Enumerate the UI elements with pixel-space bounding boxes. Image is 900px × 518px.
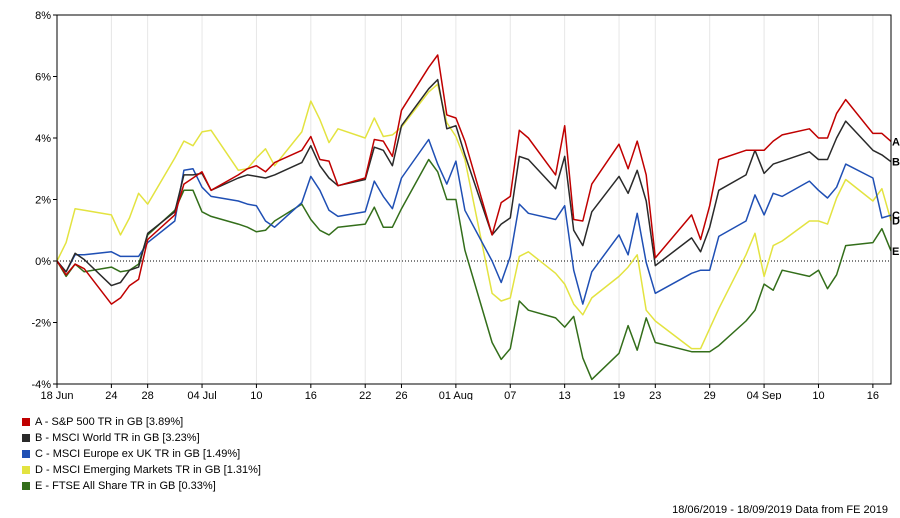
end-label-b: B: [892, 157, 900, 169]
end-label-e: E: [892, 246, 899, 258]
end-label-c: C: [892, 210, 900, 222]
legend-swatch: [22, 482, 30, 490]
series-line-e: [56, 158, 892, 381]
performance-chart: -4% -2% 0% 2% 4% 6% 8% 18 Jun 24 28 04 Jul 10 16 22 2…: [31, 10, 900, 400]
y-tick-label: 4%: [35, 133, 51, 145]
legend-swatch: [22, 450, 30, 458]
y-tick-label: 8%: [35, 10, 51, 22]
legend-item: A - S&P 500 TR in GB [3.89%]: [22, 414, 261, 430]
legend-swatch: [22, 466, 30, 474]
x-tick-label: 16: [867, 390, 879, 400]
y-tick-label: -2%: [31, 318, 51, 330]
series-line-b: [56, 78, 892, 287]
x-tick-label: 26: [395, 390, 407, 400]
x-tick-label: 04 Jul: [187, 390, 216, 400]
x-tick-label: 22: [359, 390, 371, 400]
x-tick-label: 29: [704, 390, 716, 400]
x-tick-label: 19: [613, 390, 625, 400]
x-tick-label: 13: [559, 390, 571, 400]
y-tick-label: 6%: [35, 72, 51, 84]
x-tick-label: 28: [142, 390, 154, 400]
x-tick-label: 04 Sep: [747, 390, 782, 400]
y-tick-label: 0%: [35, 256, 51, 268]
x-tick-label: 23: [649, 390, 661, 400]
legend-item: D - MSCI Emerging Markets TR in GB [1.31…: [22, 462, 261, 478]
legend-item: B - MSCI World TR in GB [3.23%]: [22, 430, 261, 446]
legend-swatch: [22, 434, 30, 442]
x-tick-label: 16: [305, 390, 317, 400]
end-label-a: A: [892, 136, 900, 148]
legend-item: C - MSCI Europe ex UK TR in GB [1.49%]: [22, 446, 261, 462]
legend-item: E - FTSE All Share TR in GB [0.33%]: [22, 478, 261, 494]
legend-label: D - MSCI Emerging Markets TR in GB [1.31…: [35, 464, 261, 476]
legend-label: B - MSCI World TR in GB [3.23%]: [35, 432, 200, 444]
plot-frame: [56, 14, 892, 385]
series-line-d: [56, 83, 892, 350]
series-line-a: [56, 54, 892, 305]
x-tick-label: 10: [812, 390, 824, 400]
legend-label: C - MSCI Europe ex UK TR in GB [1.49%]: [35, 448, 241, 460]
y-tick-label: -4%: [31, 379, 51, 391]
y-tick-label: 2%: [35, 195, 51, 207]
x-tick-label: 01 Aug: [439, 390, 473, 400]
series-line-c: [56, 138, 892, 305]
legend: A - S&P 500 TR in GB [3.89%] B - MSCI Wor…: [22, 414, 261, 494]
legend-label: A - S&P 500 TR in GB [3.89%]: [35, 416, 184, 428]
x-tick-label: 24: [105, 390, 117, 400]
legend-swatch: [22, 418, 30, 426]
x-tick-label: 10: [250, 390, 262, 400]
x-tick-label: 07: [504, 390, 516, 400]
end-label-d: D: [892, 216, 900, 228]
legend-label: E - FTSE All Share TR in GB [0.33%]: [35, 480, 216, 492]
x-tick-label: 18 Jun: [40, 390, 73, 400]
footer-source: 18/06/2019 - 18/09/2019 Data from FE 201…: [672, 504, 888, 516]
